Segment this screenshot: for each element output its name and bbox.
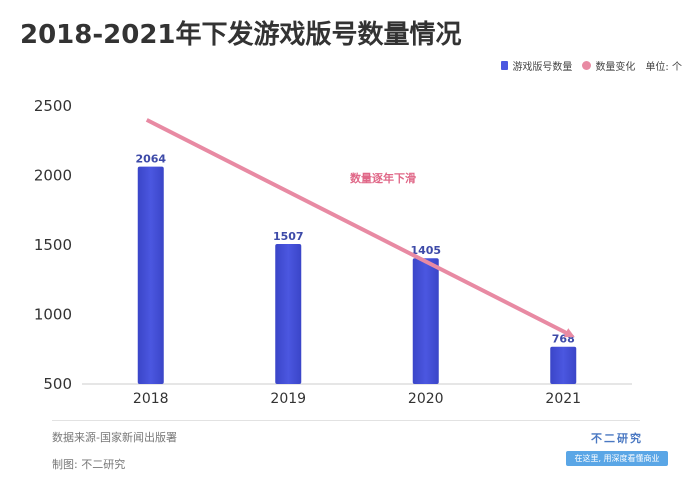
y-tick-label: 500 <box>43 375 72 393</box>
y-tick-label: 1000 <box>34 306 72 324</box>
y-tick-label: 1500 <box>34 236 72 254</box>
data-source: 数据来源-国家新闻出版署 <box>52 431 177 444</box>
bar <box>412 258 439 384</box>
legend-item-bars: 游戏版号数量 <box>501 58 572 73</box>
bar-swatch-icon <box>501 61 509 70</box>
data-label: 2064 <box>135 153 166 166</box>
x-tick-label: 2020 <box>408 391 444 407</box>
footer-divider <box>52 420 640 421</box>
y-tick-label: 2000 <box>34 167 72 185</box>
data-label: 1507 <box>273 230 304 243</box>
brand-logo: 不二研究 在这里, 用深度看懂商业 <box>552 430 682 466</box>
trend-annotation: 数量逐年下滑 <box>350 171 416 185</box>
brand-name: 不二研究 <box>591 432 643 445</box>
x-tick-label: 2019 <box>270 391 306 407</box>
legend-item-change: 数量变化 <box>582 58 635 73</box>
trend-arrow <box>145 118 575 338</box>
legend: 游戏版号数量 数量变化 单位: 个 <box>501 58 682 73</box>
brand-tagline: 在这里, 用深度看懂商业 <box>566 451 668 466</box>
bar <box>550 346 577 384</box>
bar <box>275 244 302 384</box>
legend-bar-label: 游戏版号数量 <box>512 62 573 73</box>
x-tick-label: 2021 <box>545 391 581 407</box>
dot-swatch-icon <box>582 61 592 70</box>
y-tick-label: 2500 <box>34 97 72 115</box>
chart-title: 2018-2021年下发游戏版号数量情况 <box>20 20 462 50</box>
unit-label: 单位: 个 <box>645 62 682 73</box>
chart-maker: 制图: 不二研究 <box>52 458 126 471</box>
x-tick-label: 2018 <box>133 391 169 407</box>
legend-line-label: 数量变化 <box>595 62 636 73</box>
data-label: 1405 <box>410 244 441 257</box>
bar <box>137 166 164 384</box>
